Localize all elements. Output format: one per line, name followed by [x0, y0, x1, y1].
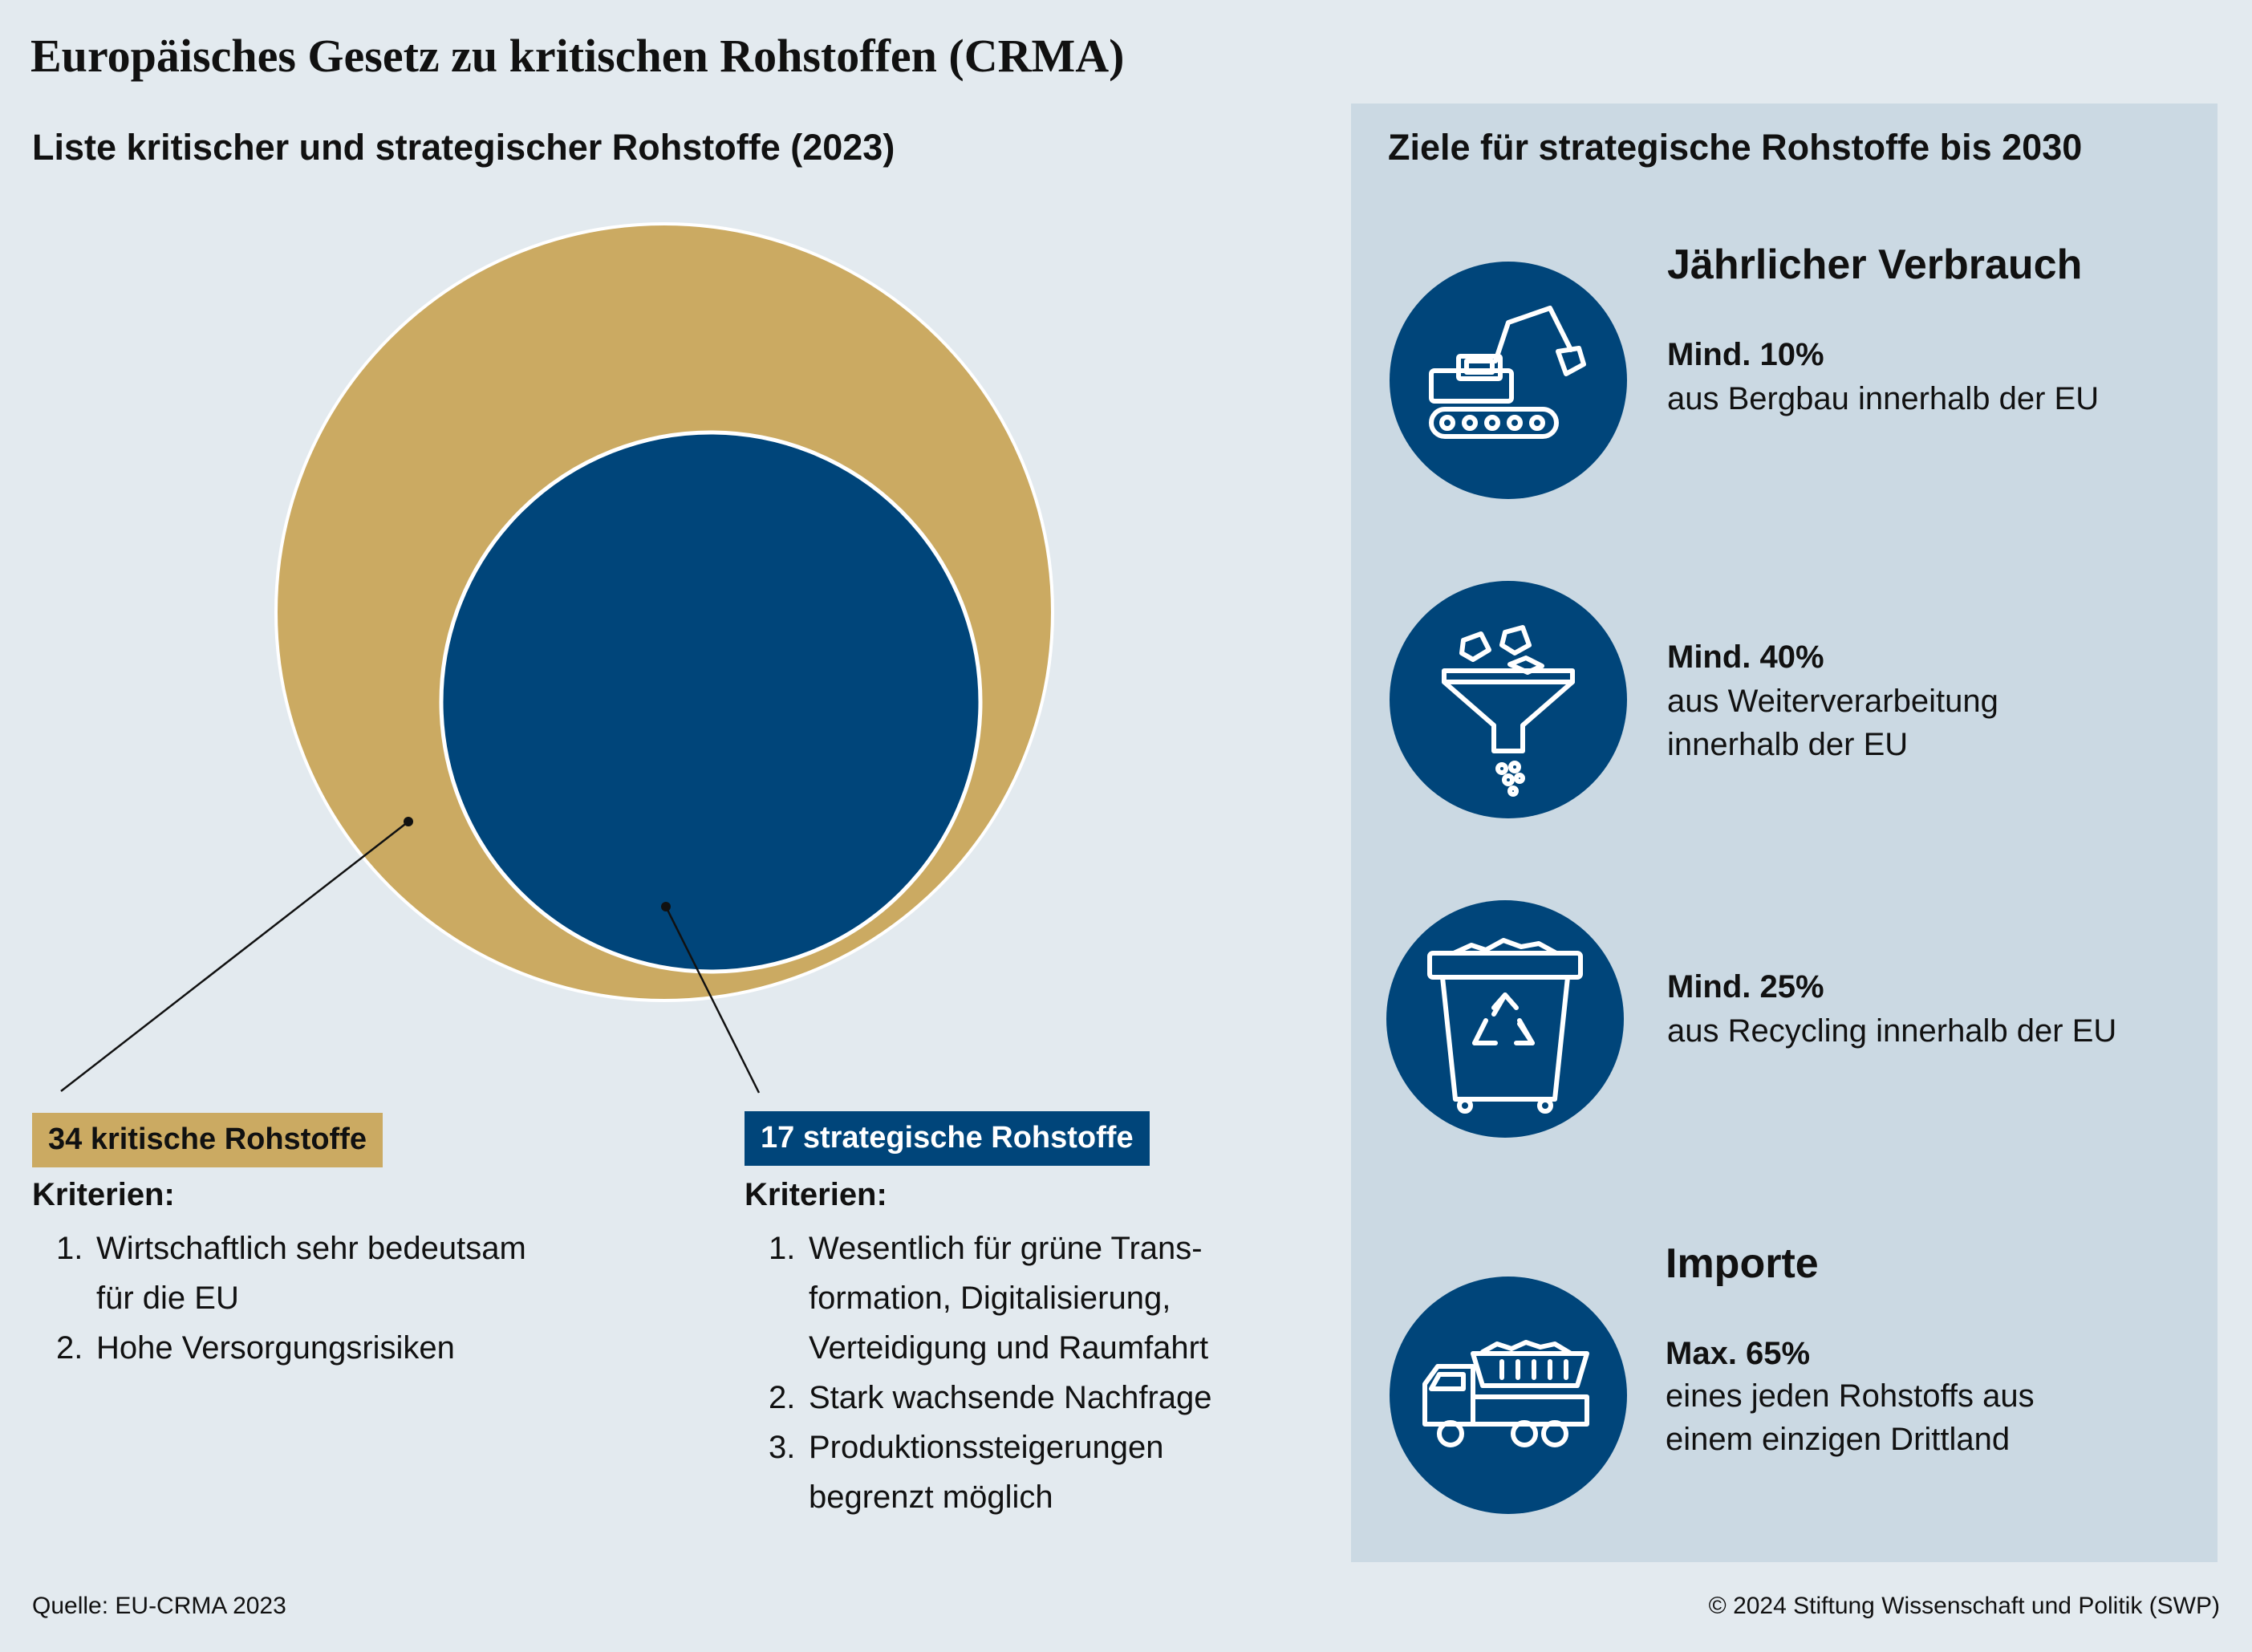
critical-badge: 34 kritische Rohstoffe: [32, 1113, 383, 1167]
list-item: 1. Wirtschaftlich sehr bedeutsam für die …: [32, 1224, 530, 1323]
list-text: Hohe Versorgungsrisiken: [96, 1330, 455, 1366]
critical-criteria-heading: Kriterien:: [32, 1177, 175, 1212]
critical-leader-line: [60, 821, 409, 1092]
recycling-bin-icon: [1386, 900, 1624, 1138]
list-number: 3.: [769, 1430, 796, 1465]
source-note: Quelle: EU-CRMA 2023: [32, 1593, 286, 1619]
list-item: 1. Wesentlich für grüne Trans-formation, …: [745, 1224, 1258, 1373]
goal-text-mining: aus Bergbau innerhalb der EU: [1667, 381, 2100, 416]
list-number: 1.: [769, 1231, 796, 1266]
list-item: 3. Produktionssteigerungen begrenzt mögli…: [745, 1423, 1258, 1522]
excavator-icon: [1390, 262, 1627, 499]
dump-truck-icon: [1390, 1277, 1627, 1514]
goal-value-imports: Max. 65%: [1666, 1336, 1811, 1371]
goal-value-mining: Mind. 10%: [1667, 337, 1824, 372]
list-text: Stark wachsende Nachfrage: [809, 1380, 1212, 1415]
list-text: Wirtschaftlich sehr bedeutsam für die EU: [96, 1231, 526, 1316]
consumption-heading: Jährlicher Verbrauch: [1667, 242, 2083, 288]
funnel-icon: [1390, 581, 1627, 818]
list-number: 2.: [769, 1380, 796, 1415]
goal-text-recycling: aus Recycling innerhalb der EU: [1667, 1013, 2117, 1049]
strategic-leader-line: [664, 906, 761, 1094]
strategic-criteria-list: 1. Wesentlich für grüne Trans-formation, …: [745, 1224, 1258, 1522]
goal-text-imports: eines jeden Rohstoffs aus einem einzigen…: [1666, 1378, 2035, 1457]
strategic-circle: [439, 430, 983, 974]
goal-value-recycling: Mind. 25%: [1667, 969, 1824, 1005]
goal-text-processing: aus Weiterverarbeitung innerhalb der EU: [1667, 684, 1998, 762]
strategic-criteria-heading: Kriterien:: [745, 1177, 887, 1212]
list-item: 2. Hohe Versorgungsrisiken: [32, 1323, 530, 1373]
nested-circles-diagram: [60, 222, 1054, 1094]
left-section-title: Liste kritischer und strategischer Rohst…: [32, 127, 895, 168]
list-text: Produktionssteigerungen begrenzt möglich: [809, 1430, 1164, 1515]
strategic-badge: 17 strategische Rohstoffe: [745, 1111, 1150, 1166]
page-title: Europäisches Gesetz zu kritischen Rohsto…: [30, 30, 1125, 82]
list-number: 1.: [56, 1231, 83, 1266]
critical-criteria-list: 1. Wirtschaftlich sehr bedeutsam für die …: [32, 1224, 530, 1373]
goal-value-processing: Mind. 40%: [1667, 639, 1824, 675]
list-text: Wesentlich für grüne Trans-formation, Di…: [809, 1231, 1209, 1366]
imports-heading: Importe: [1666, 1240, 1819, 1287]
right-section-title: Ziele für strategische Rohstoffe bis 203…: [1388, 127, 2083, 168]
critical-leader-dot: [404, 817, 413, 826]
copyright-note: © 2024 Stiftung Wissenschaft und Politik…: [1708, 1593, 2220, 1619]
strategic-leader-dot: [661, 902, 671, 911]
list-item: 2. Stark wachsende Nachfrage: [745, 1373, 1258, 1423]
list-number: 2.: [56, 1330, 83, 1366]
